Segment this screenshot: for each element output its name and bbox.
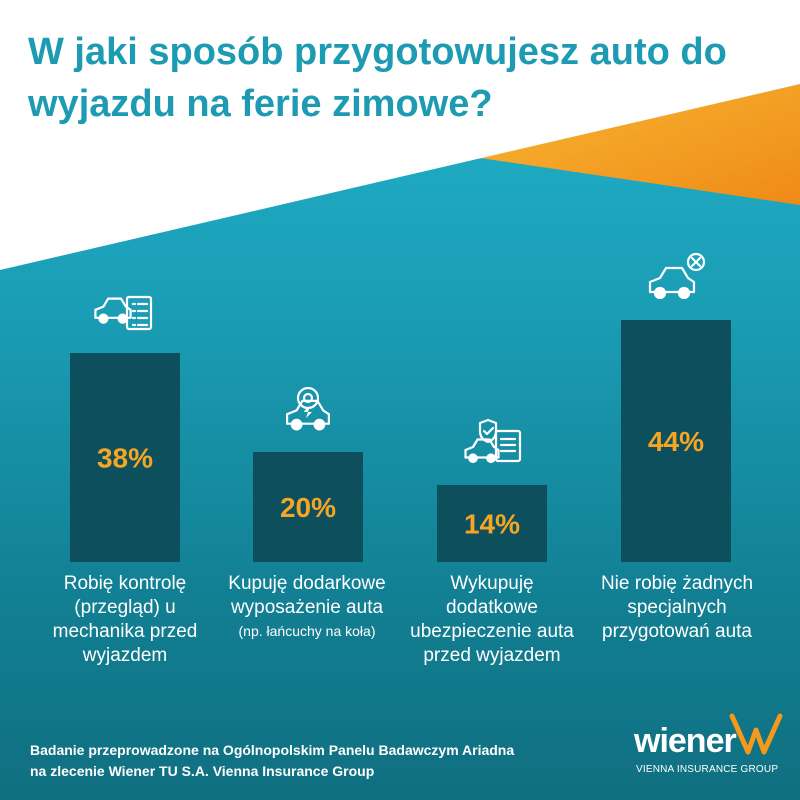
bar-value-label: 38%: [97, 443, 153, 474]
bar-1: [70, 353, 180, 562]
car-cancel-icon: [648, 252, 706, 300]
category-label-2: Kupuję dodarkowe wyposażenie auta (np. ł…: [222, 572, 392, 642]
car-service-gear-icon: [286, 386, 330, 431]
bar-value-label: 20%: [280, 492, 336, 523]
wiener-logo: wiener VIENNA INSURANCE GROUP: [632, 712, 792, 782]
bars: 38% 20% 14% 44%: [70, 320, 731, 562]
category-label-note: (np. łańcuchy na koła): [238, 623, 376, 639]
bar-value-label: 14%: [464, 509, 520, 540]
logo-wordmark: wiener: [634, 722, 737, 760]
category-label-text: Kupuję dodarkowe wyposażenie auta: [228, 573, 386, 618]
logo-subtitle: VIENNA INSURANCE GROUP: [636, 764, 779, 775]
category-label-text: Nie robię żadnych specjalnych przygotowa…: [600, 573, 754, 642]
car-insurance-document-icon: [464, 418, 522, 464]
orange-accent-shape: [480, 84, 800, 205]
car-checklist-icon: [94, 295, 153, 331]
category-label-4: Nie robię żadnych specjalnych przygotowa…: [592, 572, 762, 644]
footnote: Badanie przeprowadzone na Ogólnopolskim …: [30, 740, 590, 782]
bar-4: [621, 320, 731, 562]
chart-title: W jaki sposób przygotowujesz auto do wyj…: [28, 31, 727, 125]
category-label-3: Wykupuję dodatkowe ubezpieczenie auta pr…: [407, 572, 577, 668]
category-label-text: Wykupuję dodatkowe ubezpieczenie auta pr…: [410, 573, 574, 666]
wiener-logo-mark-icon: [729, 713, 783, 755]
bar-value-label: 44%: [648, 426, 704, 457]
category-label-text: Robię kontrolę (przegląd) u mechanika pr…: [52, 573, 198, 666]
white-header-shape: [0, 0, 800, 270]
footnote-line-2: na zlecenie Wiener TU S.A. Vienna Insura…: [30, 763, 375, 779]
bar-3: [437, 485, 547, 562]
footnote-line-1: Badanie przeprowadzone na Ogólnopolskim …: [30, 742, 515, 758]
category-icons: [94, 252, 706, 464]
category-label-1: Robię kontrolę (przegląd) u mechanika pr…: [40, 572, 210, 668]
bar-2: [253, 452, 363, 562]
